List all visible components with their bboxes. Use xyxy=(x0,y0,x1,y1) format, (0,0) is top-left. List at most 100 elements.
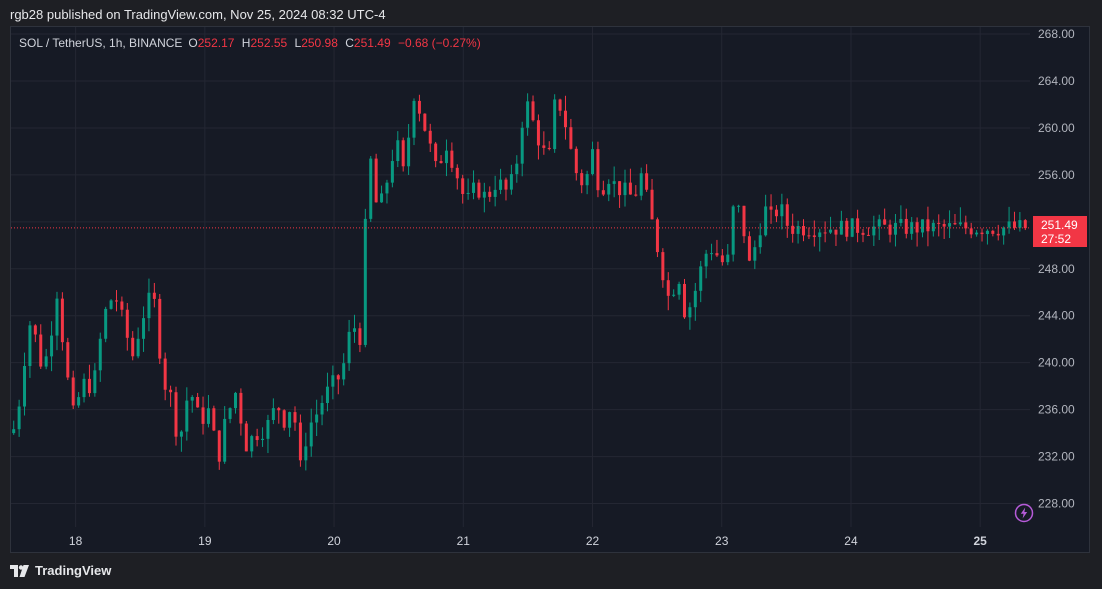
high-label: H xyxy=(241,36,251,50)
candle-body xyxy=(774,209,778,217)
candle-body xyxy=(618,181,622,196)
candle-body xyxy=(342,363,346,380)
price-tick-label: 268.00 xyxy=(1038,27,1075,41)
candle-body xyxy=(293,412,297,423)
candle-body xyxy=(185,400,189,432)
candle-body xyxy=(98,338,102,371)
candle-body xyxy=(499,179,503,190)
candle-body xyxy=(396,140,400,162)
candle-body xyxy=(363,218,367,345)
candle-body xyxy=(726,254,730,263)
candle-body xyxy=(942,223,946,227)
candle-body xyxy=(612,181,616,184)
candle-body xyxy=(380,193,384,203)
price-tick-label: 232.00 xyxy=(1038,450,1075,464)
candle-body xyxy=(677,283,681,295)
price-tick-label: 244.00 xyxy=(1038,309,1075,323)
time-tick-label: 25 xyxy=(974,534,988,548)
candle-body xyxy=(417,100,421,114)
candle-body xyxy=(634,194,638,196)
candle-body xyxy=(536,120,540,146)
candle-body xyxy=(785,204,789,226)
lightning-icon[interactable] xyxy=(1014,503,1034,523)
candle-body xyxy=(114,300,118,302)
candle-body xyxy=(136,338,140,357)
candle-body xyxy=(401,140,405,167)
candle-body xyxy=(964,222,968,229)
candle-body xyxy=(661,252,665,281)
candle-body xyxy=(158,298,162,359)
candle-body xyxy=(958,222,962,225)
candle-body xyxy=(93,370,97,394)
candle-body xyxy=(1012,221,1016,228)
candle-body xyxy=(509,174,513,190)
candle-body xyxy=(1023,220,1027,229)
candle-body xyxy=(823,232,827,234)
candle-body xyxy=(758,235,762,248)
published-caption: rgb28 published on TradingView.com, Nov … xyxy=(10,7,386,22)
candle-body xyxy=(1007,221,1011,228)
candle-body xyxy=(672,294,676,296)
candle-body xyxy=(255,436,259,441)
low-label: L xyxy=(294,36,302,50)
candle-body xyxy=(921,219,925,233)
candle-body xyxy=(428,130,432,144)
candle-body xyxy=(839,220,843,235)
candle-body xyxy=(23,366,27,407)
price-axis[interactable]: 268.00264.00260.00256.00252.00248.00244.… xyxy=(1038,27,1075,510)
candle-countdown: 27:52 xyxy=(1041,232,1072,246)
open-label: O xyxy=(188,36,198,50)
candle-body xyxy=(904,218,908,234)
candle-body xyxy=(856,218,860,233)
symbol-label[interactable]: SOL / TetherUS, 1h, BINANCE xyxy=(19,36,183,50)
candle-body xyxy=(223,418,227,462)
price-tick-label: 260.00 xyxy=(1038,121,1075,135)
candle-body xyxy=(450,150,454,168)
candle-body xyxy=(12,429,16,434)
candle-body xyxy=(87,378,91,394)
candle-body xyxy=(753,247,757,261)
candle-body xyxy=(504,179,508,190)
candle-body xyxy=(455,167,459,179)
candle-body xyxy=(461,178,465,194)
candle-body xyxy=(206,408,210,424)
candle-body xyxy=(331,375,335,387)
candle-body xyxy=(439,161,443,164)
candle-body xyxy=(742,205,746,237)
price-tick-label: 240.00 xyxy=(1038,356,1075,370)
candle-body xyxy=(55,298,59,336)
candle-body xyxy=(650,189,654,220)
candle-body xyxy=(515,163,519,175)
candle-body xyxy=(174,392,178,437)
tradingview-brand[interactable]: TradingView xyxy=(10,563,111,578)
candle-body xyxy=(33,325,37,335)
candle-body xyxy=(531,101,535,121)
candle-body xyxy=(1018,220,1022,228)
time-tick-label: 18 xyxy=(69,534,83,548)
candle-body xyxy=(147,292,151,319)
candle-body xyxy=(623,182,627,196)
candle-body xyxy=(477,182,481,198)
candle-body xyxy=(699,266,703,291)
candle-body xyxy=(850,218,854,237)
candle-body xyxy=(390,161,394,183)
candle-body xyxy=(66,342,70,378)
candle-body xyxy=(899,218,903,223)
candle-body xyxy=(17,406,21,430)
candle-body xyxy=(39,334,43,367)
candle-body xyxy=(71,377,75,406)
candle-body xyxy=(482,191,486,198)
candle-body xyxy=(861,232,865,235)
candle-body xyxy=(991,230,995,234)
candles xyxy=(12,93,1027,471)
candle-body xyxy=(877,219,881,227)
candle-body xyxy=(926,219,930,232)
high-value: 252.55 xyxy=(250,36,288,50)
close-label: C xyxy=(345,36,354,50)
candle-body xyxy=(569,127,573,149)
candle-body xyxy=(596,149,600,191)
time-axis[interactable]: 18 19 20 21 22 23 24 25 xyxy=(69,534,987,548)
candle-body xyxy=(563,110,567,128)
price-tick-label: 248.00 xyxy=(1038,262,1075,276)
